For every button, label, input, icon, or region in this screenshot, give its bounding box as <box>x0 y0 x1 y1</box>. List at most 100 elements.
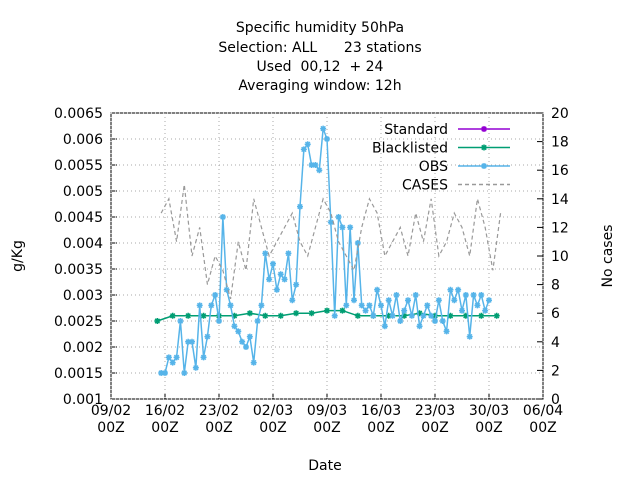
y-tick-label: 0.001 <box>63 392 103 408</box>
point <box>443 328 450 335</box>
y-tick-label: 0.0045 <box>54 210 103 226</box>
point <box>200 354 207 361</box>
point <box>173 354 180 361</box>
point <box>270 260 276 267</box>
point <box>493 312 500 319</box>
point <box>339 307 346 314</box>
y2-tick-label: 12 <box>551 220 569 236</box>
point <box>285 250 292 257</box>
point <box>324 136 330 142</box>
point <box>339 224 346 231</box>
point <box>200 312 207 319</box>
y-tick-label: 0.005 <box>63 184 103 200</box>
y-tick-label: 0.006 <box>63 132 103 148</box>
point <box>177 318 184 324</box>
y-tick-label: 0.0065 <box>54 106 103 122</box>
title-line: Averaging window: 12h <box>238 78 401 94</box>
point <box>219 214 226 220</box>
point <box>462 292 469 298</box>
point <box>474 302 481 309</box>
series-line <box>160 184 502 300</box>
y2-axis-label: No cases <box>600 225 616 288</box>
point <box>300 146 307 153</box>
point <box>378 302 384 309</box>
point <box>335 214 342 220</box>
point <box>432 312 438 319</box>
y2-tick-label: 18 <box>551 135 569 151</box>
point <box>243 344 249 350</box>
point <box>447 286 454 293</box>
point <box>405 297 411 304</box>
point <box>281 276 288 283</box>
y2-tick-label: 16 <box>551 163 569 179</box>
point <box>451 297 458 304</box>
y2-tick-label: 14 <box>551 192 569 208</box>
point <box>397 318 404 324</box>
point <box>239 338 246 345</box>
point <box>185 312 192 319</box>
point <box>432 318 438 324</box>
point <box>231 312 238 319</box>
point <box>312 162 319 168</box>
point <box>204 333 211 340</box>
x-tick-label: 02/03 00Z <box>252 403 294 436</box>
point <box>327 219 334 226</box>
point <box>231 323 238 330</box>
point <box>308 310 315 317</box>
point <box>347 224 354 231</box>
legend-marker <box>481 163 487 169</box>
point <box>462 312 469 319</box>
point <box>439 318 446 324</box>
title-line: Specific humidity 50hPa <box>236 20 404 36</box>
point <box>416 323 423 330</box>
point <box>354 312 361 319</box>
point <box>401 312 408 319</box>
point <box>246 310 253 317</box>
point <box>154 318 161 324</box>
point <box>470 292 477 298</box>
y2-tick-label: 0 <box>551 392 560 408</box>
y-tick-label: 0.0015 <box>54 366 103 382</box>
point <box>412 292 419 298</box>
point <box>459 307 465 314</box>
point <box>466 333 473 340</box>
y2-tick-label: 10 <box>551 249 569 265</box>
point <box>246 333 253 340</box>
point <box>165 354 172 361</box>
legend-marker <box>481 144 487 151</box>
legend-marker <box>481 126 487 132</box>
x-tick-label: 16/02 00Z <box>144 403 186 436</box>
point <box>208 302 215 309</box>
point <box>343 302 350 309</box>
point <box>277 271 284 278</box>
point <box>212 292 219 298</box>
title-line: Used 00,12 + 24 <box>257 59 384 75</box>
point <box>393 292 400 298</box>
point <box>374 286 381 293</box>
point <box>486 297 492 304</box>
x-tick-label: 06/04 00Z <box>522 403 564 436</box>
point <box>293 281 300 288</box>
point <box>324 307 330 314</box>
x-tick-label: 30/03 00Z <box>468 403 510 436</box>
point <box>316 167 323 174</box>
point <box>169 359 176 366</box>
point <box>435 297 442 304</box>
point <box>370 312 377 319</box>
point <box>420 312 427 319</box>
point <box>262 250 269 257</box>
point <box>169 312 176 319</box>
point <box>428 312 435 319</box>
point <box>185 338 192 345</box>
x-tick-label: 09/03 00Z <box>306 403 348 436</box>
point <box>385 312 392 319</box>
y2-tick-label: 4 <box>551 335 560 351</box>
point <box>482 307 489 314</box>
point <box>196 302 203 309</box>
point <box>408 312 415 319</box>
point <box>308 162 315 168</box>
x-tick-label: 23/03 00Z <box>414 403 456 436</box>
legend-label: Blacklisted <box>372 141 448 157</box>
y2-tick-label: 6 <box>551 306 560 322</box>
